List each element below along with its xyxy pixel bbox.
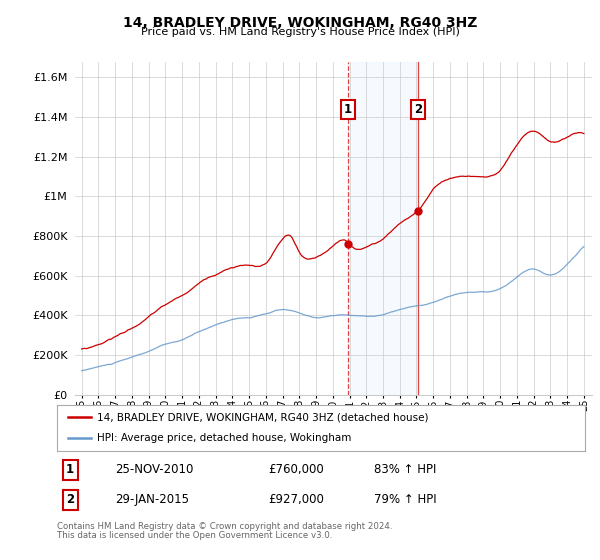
Text: Price paid vs. HM Land Registry's House Price Index (HPI): Price paid vs. HM Land Registry's House …: [140, 27, 460, 37]
Bar: [348, 62, 418, 395]
Text: 25-NOV-2010: 25-NOV-2010: [115, 463, 193, 476]
Text: 83% ↑ HPI: 83% ↑ HPI: [374, 463, 436, 476]
Text: 14, BRADLEY DRIVE, WOKINGHAM, RG40 3HZ (detached house): 14, BRADLEY DRIVE, WOKINGHAM, RG40 3HZ (…: [97, 412, 428, 422]
Text: 79% ↑ HPI: 79% ↑ HPI: [374, 493, 436, 506]
Text: 14, BRADLEY DRIVE, WOKINGHAM, RG40 3HZ: 14, BRADLEY DRIVE, WOKINGHAM, RG40 3HZ: [123, 16, 477, 30]
Text: 2: 2: [414, 104, 422, 116]
Text: £760,000: £760,000: [268, 463, 324, 476]
Text: 1: 1: [344, 104, 352, 116]
Text: 2: 2: [66, 493, 74, 506]
Text: Contains HM Land Registry data © Crown copyright and database right 2024.: Contains HM Land Registry data © Crown c…: [57, 522, 392, 531]
Text: HPI: Average price, detached house, Wokingham: HPI: Average price, detached house, Woki…: [97, 433, 351, 444]
Text: This data is licensed under the Open Government Licence v3.0.: This data is licensed under the Open Gov…: [57, 531, 332, 540]
Text: 29-JAN-2015: 29-JAN-2015: [115, 493, 189, 506]
Text: 1: 1: [66, 463, 74, 476]
Text: £927,000: £927,000: [268, 493, 324, 506]
